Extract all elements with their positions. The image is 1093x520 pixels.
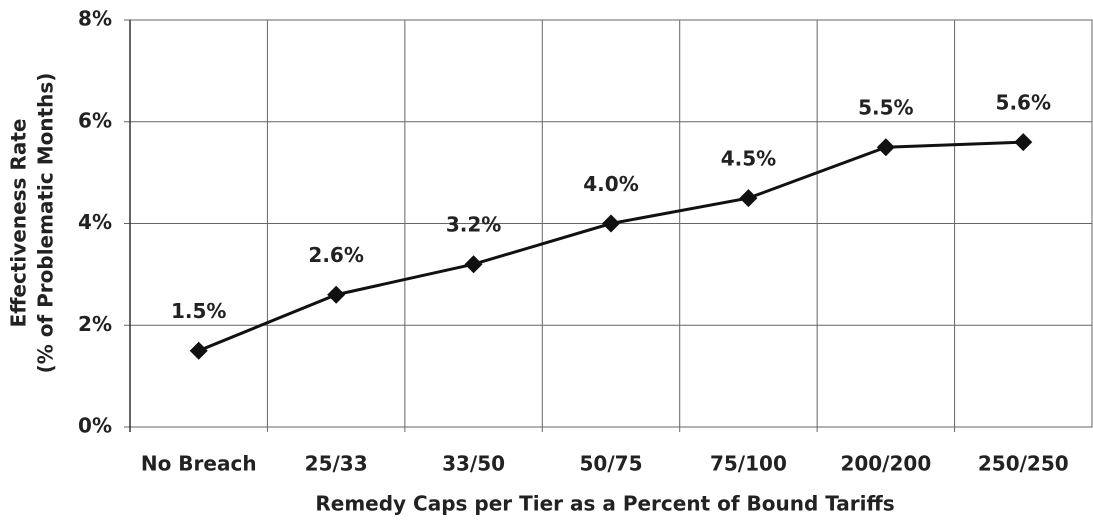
data-point bbox=[327, 285, 346, 304]
data-label: 5.5% bbox=[858, 96, 913, 120]
data-label: 2.6% bbox=[308, 243, 363, 267]
x-tick-label: 250/250 bbox=[978, 452, 1069, 476]
x-axis-title: Remedy Caps per Tier as a Percent of Bou… bbox=[315, 492, 894, 516]
y-axis-title: (% of Problematic Months) bbox=[34, 73, 58, 374]
data-point bbox=[876, 138, 895, 157]
x-tick-label: 25/33 bbox=[305, 452, 368, 476]
data-label: 1.5% bbox=[171, 299, 226, 323]
x-tick-label: No Breach bbox=[141, 452, 257, 476]
data-point bbox=[1014, 133, 1033, 152]
y-tick-label: 4% bbox=[78, 210, 112, 234]
data-label: 4.5% bbox=[721, 147, 776, 171]
x-tick-label: 200/200 bbox=[840, 452, 931, 476]
y-axis-title: Effectiveness Rate bbox=[7, 119, 31, 328]
data-label: 3.2% bbox=[446, 213, 501, 237]
data-point bbox=[602, 214, 620, 233]
data-point bbox=[464, 255, 483, 274]
data-point bbox=[739, 189, 758, 208]
x-tick-label: 33/50 bbox=[442, 452, 505, 476]
data-point bbox=[189, 341, 208, 360]
x-tick-label: 75/100 bbox=[710, 452, 787, 476]
data-label: 5.6% bbox=[996, 91, 1051, 115]
y-tick-label: 6% bbox=[78, 108, 112, 132]
y-tick-label: 0% bbox=[78, 414, 112, 438]
y-tick-label: 8% bbox=[78, 7, 112, 31]
x-tick-label: 50/75 bbox=[580, 452, 643, 476]
data-label: 4.0% bbox=[583, 172, 638, 196]
y-tick-label: 2% bbox=[78, 312, 112, 336]
